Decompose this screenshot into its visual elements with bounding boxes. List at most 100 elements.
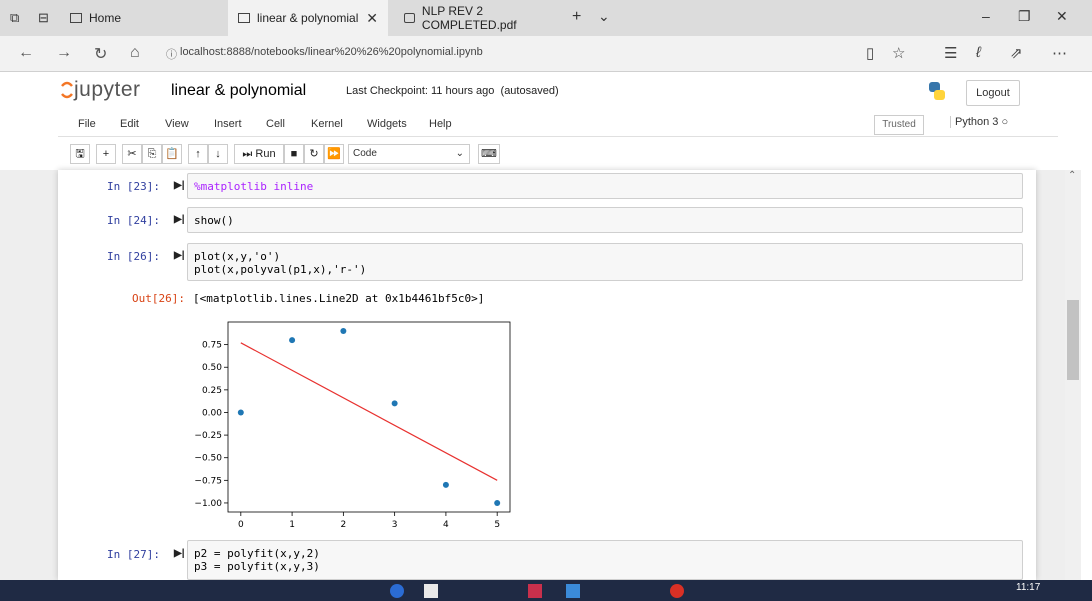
tab-actions-icon[interactable]: ⧉ — [10, 10, 20, 25]
browser-tab-bar — [0, 0, 1092, 36]
copy-button[interactable]: ⎘ — [142, 144, 162, 164]
pdf-icon — [404, 13, 415, 23]
run-button[interactable]: ⏭ Run — [234, 144, 284, 164]
app-icon[interactable] — [670, 584, 684, 598]
code-cell-input[interactable]: plot(x,y,'o') plot(x,polyval(p1,x),'r-') — [187, 243, 1023, 281]
plot-area — [227, 321, 511, 513]
address-bar-row — [0, 36, 1092, 72]
home-icon[interactable]: ⌂ — [130, 44, 140, 61]
command-palette-button[interactable]: ⌨ — [478, 144, 500, 164]
jupyter-logo-icon — [61, 81, 73, 99]
new-tab-button[interactable]: + — [572, 8, 582, 25]
url-field[interactable]: localhost:8888/notebooks/linear%20%26%20… — [180, 46, 483, 58]
menu-insert[interactable]: Insert — [214, 118, 242, 130]
y-tick-label: −1.00 — [194, 499, 222, 509]
tab-pdf[interactable]: NLP REV 2 COMPLETED.pdf — [394, 0, 564, 36]
forward-arrow-icon[interactable]: → — [56, 44, 72, 61]
run-cell-icon[interactable]: ▶| — [174, 180, 185, 191]
edge-app-icon[interactable] — [390, 584, 404, 598]
info-icon: ⓘ — [166, 49, 177, 61]
y-tick-label: −0.75 — [194, 476, 222, 486]
tab-menu-button[interactable]: ⌄ — [598, 8, 610, 24]
close-window-button[interactable]: ✕ — [1056, 8, 1068, 24]
menu-widgets[interactable]: Widgets — [367, 118, 407, 130]
maximize-button[interactable]: ❐ — [1018, 8, 1031, 24]
cell-type-select[interactable]: Code ⌄ — [348, 144, 470, 164]
code-line: p2 = polyfit(x,y,2) — [194, 547, 320, 560]
close-tab-icon[interactable]: ✕ — [366, 9, 378, 26]
page-icon — [70, 13, 82, 23]
move-up-button[interactable]: ↑ — [188, 144, 208, 164]
insert-cell-button[interactable]: + — [96, 144, 116, 164]
arrow-down-icon: ↓ — [215, 148, 221, 160]
x-tick-label: 1 — [289, 520, 295, 530]
menu-bar — [58, 112, 1058, 137]
notebook-title[interactable]: linear & polynomial — [171, 82, 307, 99]
jupyter-logo-text[interactable]: jupyter — [74, 78, 141, 101]
code-line: p3 = polyfit(x,y,3) — [194, 560, 320, 573]
interrupt-button[interactable]: ■ — [284, 144, 304, 164]
cut-button[interactable]: ✂ — [122, 144, 142, 164]
menu-file[interactable]: File — [78, 118, 96, 130]
menu-edit[interactable]: Edit — [120, 118, 139, 130]
chevron-down-icon: ⌄ — [455, 148, 464, 159]
run-cell-icon[interactable]: ▶| — [174, 214, 185, 225]
scissors-icon: ✂ — [127, 148, 137, 160]
copy-icon: ⎘ — [147, 148, 157, 160]
y-tick-label: 0.50 — [202, 363, 222, 373]
keyboard-icon: ⌨ — [481, 148, 497, 160]
menu-kernel[interactable]: Kernel — [311, 118, 343, 130]
cell-prompt: In [23]: — [107, 180, 160, 193]
plus-icon: + — [102, 148, 110, 160]
output-prompt: Out[26]: — [132, 292, 185, 305]
app-icon[interactable] — [566, 584, 580, 598]
taskbar-clock: 11:17 — [1016, 582, 1041, 593]
logout-button[interactable]: Logout — [966, 80, 1020, 106]
code-cell-input[interactable]: %matplotlib inline — [187, 173, 1023, 199]
paste-icon: 📋 — [165, 148, 179, 160]
favorites-hub-icon[interactable]: ☰ — [944, 45, 958, 62]
trusted-indicator[interactable]: Trusted — [874, 115, 924, 135]
save-button[interactable]: 🖫 — [70, 144, 90, 164]
scrollbar-thumb[interactable] — [1067, 300, 1079, 380]
move-down-button[interactable]: ↓ — [208, 144, 228, 164]
run-cell-icon[interactable]: ▶| — [174, 250, 185, 261]
explorer-app-icon[interactable] — [424, 584, 438, 598]
y-tick-label: 0.75 — [202, 341, 222, 351]
tab-label: NLP REV 2 COMPLETED.pdf — [421, 4, 517, 32]
code-line: %matplotlib inline — [194, 180, 314, 193]
minimize-button[interactable]: – — [982, 8, 990, 24]
run-cell-icon[interactable]: ▶| — [174, 548, 185, 559]
share-icon[interactable]: ⇗ — [1010, 45, 1023, 62]
y-tick-label: 0.25 — [202, 386, 222, 396]
app-icon[interactable] — [528, 584, 542, 598]
pen-icon[interactable]: ℓ — [976, 44, 981, 61]
tab-label: Home — [89, 11, 122, 25]
code-line: plot(x,polyval(p1,x),'r-') — [194, 263, 367, 276]
x-tick-label: 0 — [238, 520, 244, 530]
paste-button[interactable]: 📋 — [162, 144, 182, 164]
menu-help[interactable]: Help — [429, 118, 452, 130]
restart-icon: ↻ — [309, 148, 319, 160]
more-icon[interactable]: ⋯ — [1052, 45, 1067, 62]
menu-cell[interactable]: Cell — [266, 118, 285, 130]
menu-view[interactable]: View — [165, 118, 189, 130]
restart-run-all-button[interactable]: ⏩ — [324, 144, 344, 164]
code-cell-input[interactable]: p2 = polyfit(x,y,2) p3 = polyfit(x,y,3) — [187, 540, 1023, 580]
tabs-aside-icon[interactable]: ⊟ — [38, 10, 49, 25]
cell-prompt: In [26]: — [107, 250, 160, 263]
code-cell-input[interactable]: show() — [187, 207, 1023, 233]
scatter-plot: 0 1 2 3 4 5 0.75 0.50 0.25 0.00 −0.25 −0.50 −0.75 −1.… — [194, 321, 511, 530]
reading-view-icon[interactable]: ▯ — [866, 45, 875, 62]
back-arrow-icon[interactable]: ← — [18, 44, 34, 61]
fast-forward-icon: ⏩ — [327, 148, 341, 160]
page-icon — [238, 13, 250, 23]
cell-prompt: In [27]: — [107, 548, 160, 561]
tab-linear-polynomial[interactable]: linear & polynomial ✕ — [228, 0, 388, 36]
stop-icon: ■ — [290, 148, 298, 160]
tab-home[interactable]: Home — [60, 0, 220, 36]
restart-button[interactable]: ↻ — [304, 144, 324, 164]
favorite-star-icon[interactable]: ☆ — [892, 45, 906, 62]
refresh-icon[interactable]: ↻ — [94, 46, 108, 63]
scroll-up-icon[interactable]: ⌃ — [1068, 170, 1077, 181]
